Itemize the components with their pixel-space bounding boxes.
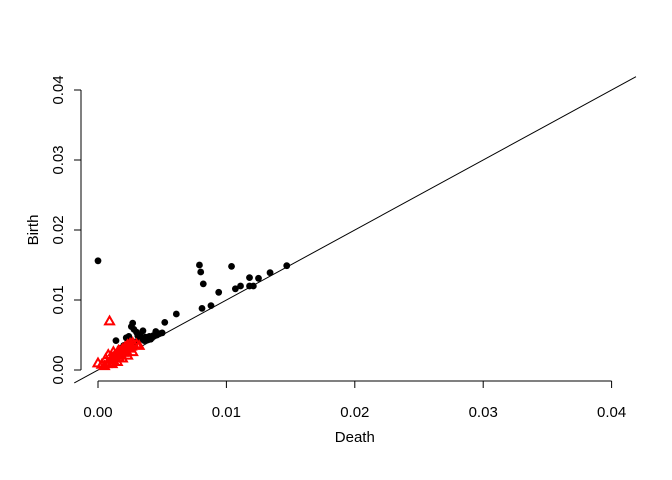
data-point-triangle [99, 352, 112, 364]
x-tick-label: 0.03 [469, 404, 498, 421]
data-point-circle [228, 263, 235, 270]
data-point-circle [172, 310, 180, 318]
data-point-circle [246, 274, 253, 281]
y-tick-label: 0.04 [50, 75, 67, 104]
data-point-circle [197, 268, 205, 276]
y-tick-label: 0.01 [50, 285, 67, 314]
x-tick-label: 0.01 [212, 404, 241, 421]
y-tick-label: 0.02 [50, 215, 67, 244]
data-point-circle [207, 302, 215, 309]
data-point-triangle [132, 338, 146, 350]
data-point-circle [266, 269, 274, 277]
data-point-circle [134, 332, 142, 340]
x-tick-label: 0.04 [597, 404, 626, 421]
data-point-circle [231, 285, 239, 293]
y-tick-label: 0.03 [50, 145, 67, 174]
axes: 0.00 0.01 0.02 0.03 0.04 0.00 0.01 0.02 0.03 0.04 [50, 75, 626, 421]
data-point-circle [199, 280, 207, 288]
x-tick-label: 0.02 [340, 404, 369, 421]
data-point-circle [249, 282, 257, 290]
points-layer [91, 257, 291, 371]
data-point-circle [215, 288, 223, 296]
data-point-circle [161, 319, 169, 326]
diagonal-line-layer [74, 76, 637, 384]
data-point-circle [283, 262, 291, 270]
x-tick-label: 0.00 [83, 404, 112, 421]
data-point-circle [198, 305, 206, 312]
data-point-circle [158, 329, 166, 337]
diagonal-line [74, 76, 637, 384]
data-point-triangle [95, 357, 109, 369]
data-point-triangle [126, 345, 139, 357]
data-point-triangle [112, 343, 125, 355]
data-point-circle [147, 335, 155, 343]
x-axis-title: Death [335, 429, 375, 446]
data-point-circle [112, 337, 120, 344]
data-point-circle [237, 282, 244, 290]
y-tick-label: 0.00 [50, 355, 67, 384]
data-point-circle [196, 261, 203, 269]
data-point-circle [255, 274, 262, 282]
data-point-triangle [103, 314, 116, 326]
data-point-circle [94, 257, 102, 265]
y-axis-title: Birth [25, 215, 42, 246]
